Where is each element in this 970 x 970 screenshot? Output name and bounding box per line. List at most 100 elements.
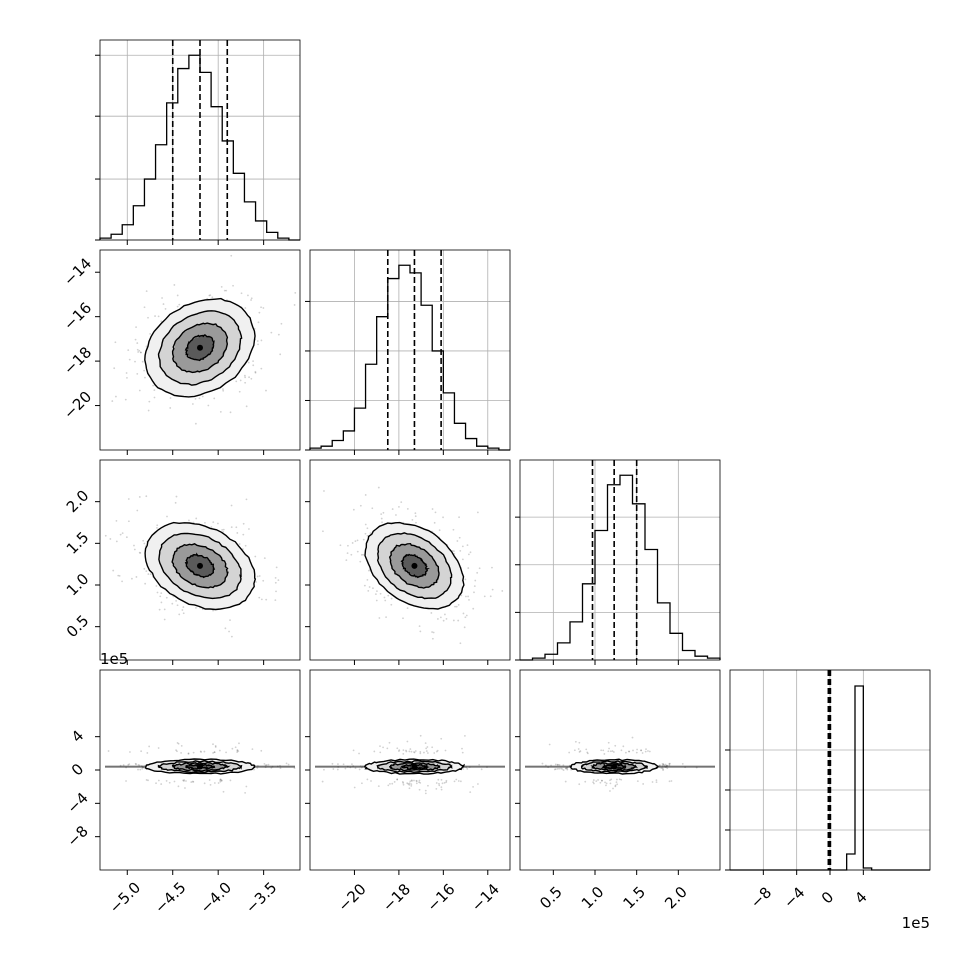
scatter-point [238, 543, 241, 545]
scatter-point [252, 360, 254, 363]
density-contour [376, 532, 453, 600]
scatter-point [476, 571, 479, 574]
scatter-point [419, 751, 422, 753]
scatter-point [444, 613, 446, 616]
scatter-point [640, 749, 643, 752]
density-contour [590, 762, 639, 772]
scatter-point [225, 289, 228, 292]
scatter-point [136, 372, 139, 375]
scatter-point [260, 598, 263, 601]
scatter-point [554, 768, 557, 771]
scatter-point [220, 779, 223, 782]
scatter-point [423, 751, 425, 754]
scatter-point [191, 780, 194, 783]
scatter-point [175, 599, 178, 602]
density-peak [197, 562, 203, 569]
scatter-point [337, 763, 339, 765]
scatter-point [231, 747, 234, 750]
scatter-point [277, 333, 280, 336]
scatter-point [466, 768, 469, 770]
scatter-point [230, 526, 233, 529]
scatter-point [254, 371, 257, 374]
scatter-point [139, 351, 142, 354]
scatter-point [445, 781, 448, 784]
scatter-point [366, 534, 369, 537]
scatter-point [379, 592, 382, 595]
scatter-point [213, 782, 216, 784]
scatter-point [242, 533, 245, 536]
scatter-point [462, 768, 465, 770]
scatter-point [147, 316, 149, 319]
scatter-point [384, 599, 387, 602]
scatter-point [410, 783, 413, 785]
scatter-point [461, 751, 464, 754]
scatter-point [398, 750, 400, 752]
scatter-point [263, 557, 266, 560]
scatter-point [336, 768, 339, 771]
scatter-point [152, 384, 155, 387]
scatter-point [109, 538, 112, 540]
scatter-point [209, 294, 212, 297]
scatter-point [356, 539, 359, 542]
y-tick-label: 1.5 [63, 528, 93, 558]
scatter-point [176, 750, 178, 753]
density-contour [184, 552, 216, 579]
scatter-point [465, 614, 468, 617]
scatter-point [483, 595, 486, 598]
scatter-point [224, 627, 227, 630]
scatter-point [445, 617, 448, 620]
scatter-point [115, 519, 118, 522]
scatter-point [230, 504, 233, 507]
scatter-point [247, 361, 250, 364]
scatter-point [238, 390, 241, 393]
scatter-point [398, 505, 400, 508]
scatter-point [464, 578, 467, 581]
scatter-point [406, 607, 409, 610]
density-contour [184, 334, 215, 362]
scatter-point [245, 498, 248, 501]
scatter-point [415, 782, 418, 785]
scatter-point [184, 787, 186, 789]
scatter-point [418, 625, 421, 628]
scatter-point [478, 567, 481, 570]
scatter-point [391, 782, 394, 785]
panel-contents [322, 486, 504, 645]
scatter-point [351, 542, 354, 544]
scatter-point [93, 546, 95, 548]
scatter-point [322, 530, 324, 533]
scatter-point [593, 782, 595, 785]
scatter-point [578, 741, 581, 744]
scatter-point [666, 767, 669, 770]
scatter-point [229, 779, 232, 782]
scatter-point [121, 532, 124, 535]
scatter-point [454, 605, 456, 608]
scatter-point [367, 589, 370, 592]
scatter-point [235, 380, 238, 383]
histogram-step-line [309, 264, 510, 451]
scatter-point [153, 389, 156, 392]
scatter-point [645, 748, 647, 751]
scatter-point [275, 590, 277, 593]
scatter-point [212, 521, 215, 524]
scatter-point [225, 751, 227, 754]
scatter-point [232, 284, 234, 287]
scatter-point [413, 779, 415, 782]
scatter-point [607, 750, 610, 753]
scatter-point [332, 768, 335, 770]
scatter-panel-1-3 [309, 669, 511, 871]
scatter-point [245, 405, 248, 408]
scatter-point [138, 389, 141, 392]
scatter-point [440, 778, 443, 781]
scatter-point [323, 490, 325, 492]
scatter-point [376, 590, 378, 593]
scatter-point [257, 343, 259, 346]
scatter-point [235, 526, 238, 529]
scatter-point [111, 400, 114, 402]
scatter-point [173, 284, 176, 286]
scatter-point [213, 751, 216, 754]
scatter-point [118, 574, 121, 577]
scatter-point [275, 566, 278, 569]
scatter-point [441, 782, 444, 785]
density-contour [376, 759, 453, 774]
scatter-point [363, 584, 366, 587]
